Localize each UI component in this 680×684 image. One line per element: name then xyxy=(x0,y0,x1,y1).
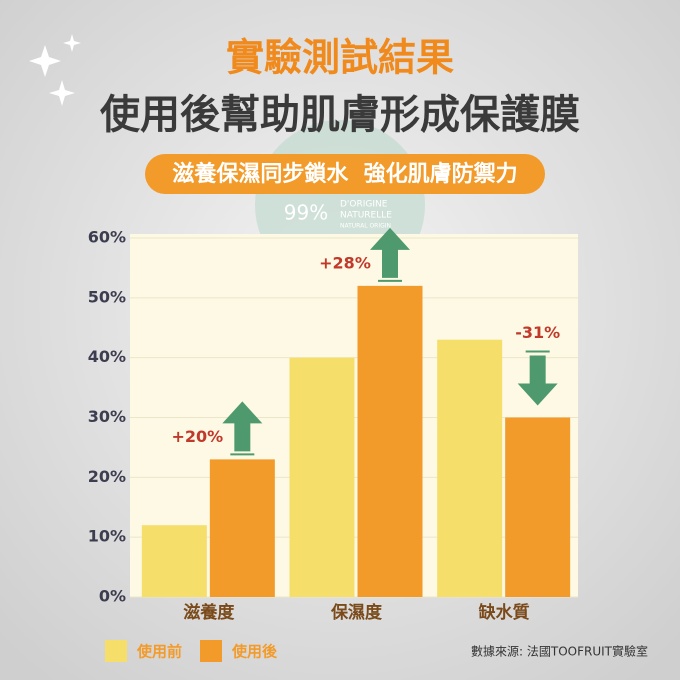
legend-label: 使用前 xyxy=(136,643,182,661)
bar xyxy=(357,285,423,597)
subtitle: 使用後幫助肌膚形成保護膜 xyxy=(100,92,580,138)
bar xyxy=(289,357,355,597)
legend-swatch xyxy=(200,640,222,662)
y-tick-label: 10% xyxy=(88,527,126,546)
watermark-text: 99% xyxy=(284,201,328,225)
arrow-up xyxy=(222,401,263,452)
change-label: +28% xyxy=(319,253,371,272)
sparkles xyxy=(29,34,81,106)
watermark-text: D'ORIGINE xyxy=(340,200,388,210)
watermark-text: NATURAL ORIGIN xyxy=(340,223,391,230)
arrow-down xyxy=(517,355,558,406)
y-tick-label: 30% xyxy=(88,407,126,426)
change-label: -31% xyxy=(515,323,560,342)
x-tick-label: 缺水質 xyxy=(479,602,530,623)
bar xyxy=(141,525,207,597)
title: 實驗測試結果 xyxy=(226,36,454,80)
y-tick-label: 60% xyxy=(88,228,126,247)
x-tick-label: 保濕度 xyxy=(330,602,383,623)
y-tick-label: 0% xyxy=(99,587,126,606)
change-label: +20% xyxy=(171,427,223,446)
bar xyxy=(505,417,571,597)
legend-swatch xyxy=(105,640,127,662)
tagline-pill xyxy=(145,154,545,194)
bar xyxy=(437,339,503,597)
y-tick-label: 40% xyxy=(88,347,126,366)
source: 數據來源: 法國TOOFRUIT實驗室 xyxy=(471,644,648,659)
legend-label: 使用後 xyxy=(231,643,278,661)
bar xyxy=(209,459,275,597)
tagline: 滋養保濕同步鎖水 強化肌膚防禦力 xyxy=(172,161,517,187)
y-tick-label: 20% xyxy=(88,467,126,486)
x-tick-label: 滋養度 xyxy=(183,602,235,623)
watermark-text: NATURELLE xyxy=(340,211,392,221)
arrow-up xyxy=(370,227,410,278)
y-tick-label: 50% xyxy=(88,287,126,306)
